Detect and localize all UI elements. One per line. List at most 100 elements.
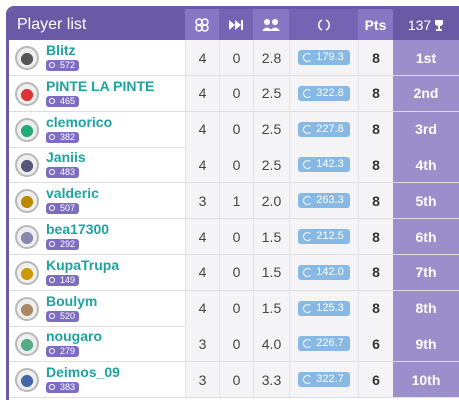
player-name[interactable]: Janiis <box>46 149 86 166</box>
stat-cell: 2.8 <box>253 40 289 75</box>
points-cell: 8 <box>358 40 393 75</box>
player-level: 507 <box>46 203 80 215</box>
player-level: 382 <box>46 131 80 143</box>
player-level: 292 <box>46 239 80 250</box>
skip-icon[interactable] <box>219 9 253 40</box>
points-cell: 8 <box>358 183 393 219</box>
rating-badge: 226.7 <box>298 336 350 352</box>
stat-cell: 4 <box>185 111 219 147</box>
player-name[interactable]: Boulym <box>46 292 98 309</box>
rank-cell: 4th <box>393 147 459 183</box>
avatar[interactable] <box>15 81 39 106</box>
rank-cell: 3rd <box>393 111 459 147</box>
player-row: nougaro 279 3 0 4.0 226.7 6 9th <box>9 326 459 363</box>
rating-badge: 179.3 <box>298 50 350 65</box>
rank-cell: 6th <box>393 219 459 254</box>
player-row: KupaTrupa 149 4 0 1.5 142.0 8 7th <box>9 254 459 291</box>
stat-cell: 2.0 <box>253 183 289 219</box>
rating-cell: 322.7 <box>289 362 358 398</box>
games-icon[interactable] <box>185 9 219 40</box>
avatar[interactable] <box>15 332 39 357</box>
player-row: clemorico 382 4 0 2.5 227.8 8 3rd <box>9 111 459 148</box>
player-name[interactable]: bea17300 <box>46 221 110 237</box>
stat-cell: 0 <box>219 362 253 398</box>
stat-cell: 3 <box>185 183 219 219</box>
rating-badge: 212.5 <box>298 229 350 244</box>
rating-cell: 263.3 <box>289 183 358 219</box>
player-name[interactable]: KupaTrupa <box>46 256 120 273</box>
rank-cell: 7th <box>393 254 459 290</box>
stat-cell: 1.5 <box>253 254 289 290</box>
stat-cell: 0 <box>219 219 253 254</box>
rating-cell: 125.3 <box>289 290 358 326</box>
icon <box>229 19 243 30</box>
avatar[interactable] <box>15 368 39 393</box>
points-cell: 6 <box>358 326 393 362</box>
player-name[interactable]: valderic <box>46 185 99 202</box>
icon <box>195 17 209 32</box>
player-level: 572 <box>46 60 80 71</box>
points-cell: 8 <box>358 75 393 111</box>
stat-cell: 0 <box>219 326 253 362</box>
stat-cell: 2.5 <box>253 75 289 111</box>
player-level: 520 <box>46 310 80 322</box>
stat-cell: 0 <box>219 111 253 147</box>
player-row: valderic 507 3 1 2.0 263.3 8 5th <box>9 183 459 220</box>
avatar[interactable] <box>15 296 39 321</box>
rating-badge: 125.3 <box>298 300 350 316</box>
player-list-panel: Player list Pts 137 Blitz 572 4 0 2.8 179.3 8 1… <box>6 6 459 400</box>
count-header: 137 <box>393 9 459 40</box>
points-cell: 8 <box>358 290 393 326</box>
player-name[interactable]: Blitz <box>46 42 76 58</box>
avatar[interactable] <box>15 189 39 214</box>
rating-cell: 227.8 <box>289 111 358 147</box>
avatar[interactable] <box>15 260 39 285</box>
points-header[interactable]: Pts <box>358 9 393 40</box>
rating-icon[interactable] <box>289 9 358 40</box>
rating-cell: 322.8 <box>289 75 358 111</box>
stat-cell: 4.0 <box>253 326 289 362</box>
avatar[interactable] <box>15 153 39 178</box>
stat-cell: 4 <box>185 40 219 75</box>
stat-cell: 0 <box>219 254 253 290</box>
points-cell: 8 <box>358 254 393 290</box>
player-name[interactable]: nougaro <box>46 328 102 345</box>
stat-cell: 0 <box>219 40 253 75</box>
icon <box>262 18 280 31</box>
stat-cell: 2.5 <box>253 147 289 183</box>
player-level: 483 <box>46 167 80 179</box>
players-icon[interactable] <box>253 9 289 40</box>
rating-badge: 142.0 <box>298 264 350 280</box>
player-level: 149 <box>46 274 80 286</box>
rating-cell: 226.7 <box>289 326 358 362</box>
stat-cell: 0 <box>219 147 253 183</box>
stat-cell: 3 <box>185 362 219 398</box>
stat-cell: 4 <box>185 75 219 111</box>
stat-cell: 0 <box>219 75 253 111</box>
rating-cell: 179.3 <box>289 40 358 75</box>
player-row: Janiis 483 4 0 2.5 142.3 8 4th <box>9 147 459 184</box>
avatar[interactable] <box>15 46 39 70</box>
title: Player list <box>17 15 87 33</box>
player-name[interactable]: Deimos_09 <box>46 364 120 381</box>
rank-cell: 1st <box>393 40 459 75</box>
rank-cell: 5th <box>393 183 459 219</box>
rating-cell: 142.3 <box>289 147 358 183</box>
rating-badge: 263.3 <box>298 193 350 209</box>
points-cell: 8 <box>358 111 393 147</box>
icon <box>317 18 330 31</box>
player-name[interactable]: PINTE LA PINTE <box>46 77 155 94</box>
avatar[interactable] <box>15 225 39 249</box>
stat-cell: 1 <box>219 183 253 219</box>
rank-cell: 9th <box>393 326 459 362</box>
rating-cell: 142.0 <box>289 254 358 290</box>
player-name[interactable]: clemorico <box>46 113 113 130</box>
avatar[interactable] <box>15 117 39 142</box>
header: Player list Pts 137 <box>9 9 459 40</box>
stat-cell: 1.5 <box>253 290 289 326</box>
player-row: Boulym 520 4 0 1.5 125.3 8 8th <box>9 290 459 327</box>
points-cell: 8 <box>358 147 393 183</box>
player-row: bea17300 292 4 0 1.5 212.5 8 6th <box>9 219 459 255</box>
rating-badge: 322.7 <box>298 372 350 388</box>
